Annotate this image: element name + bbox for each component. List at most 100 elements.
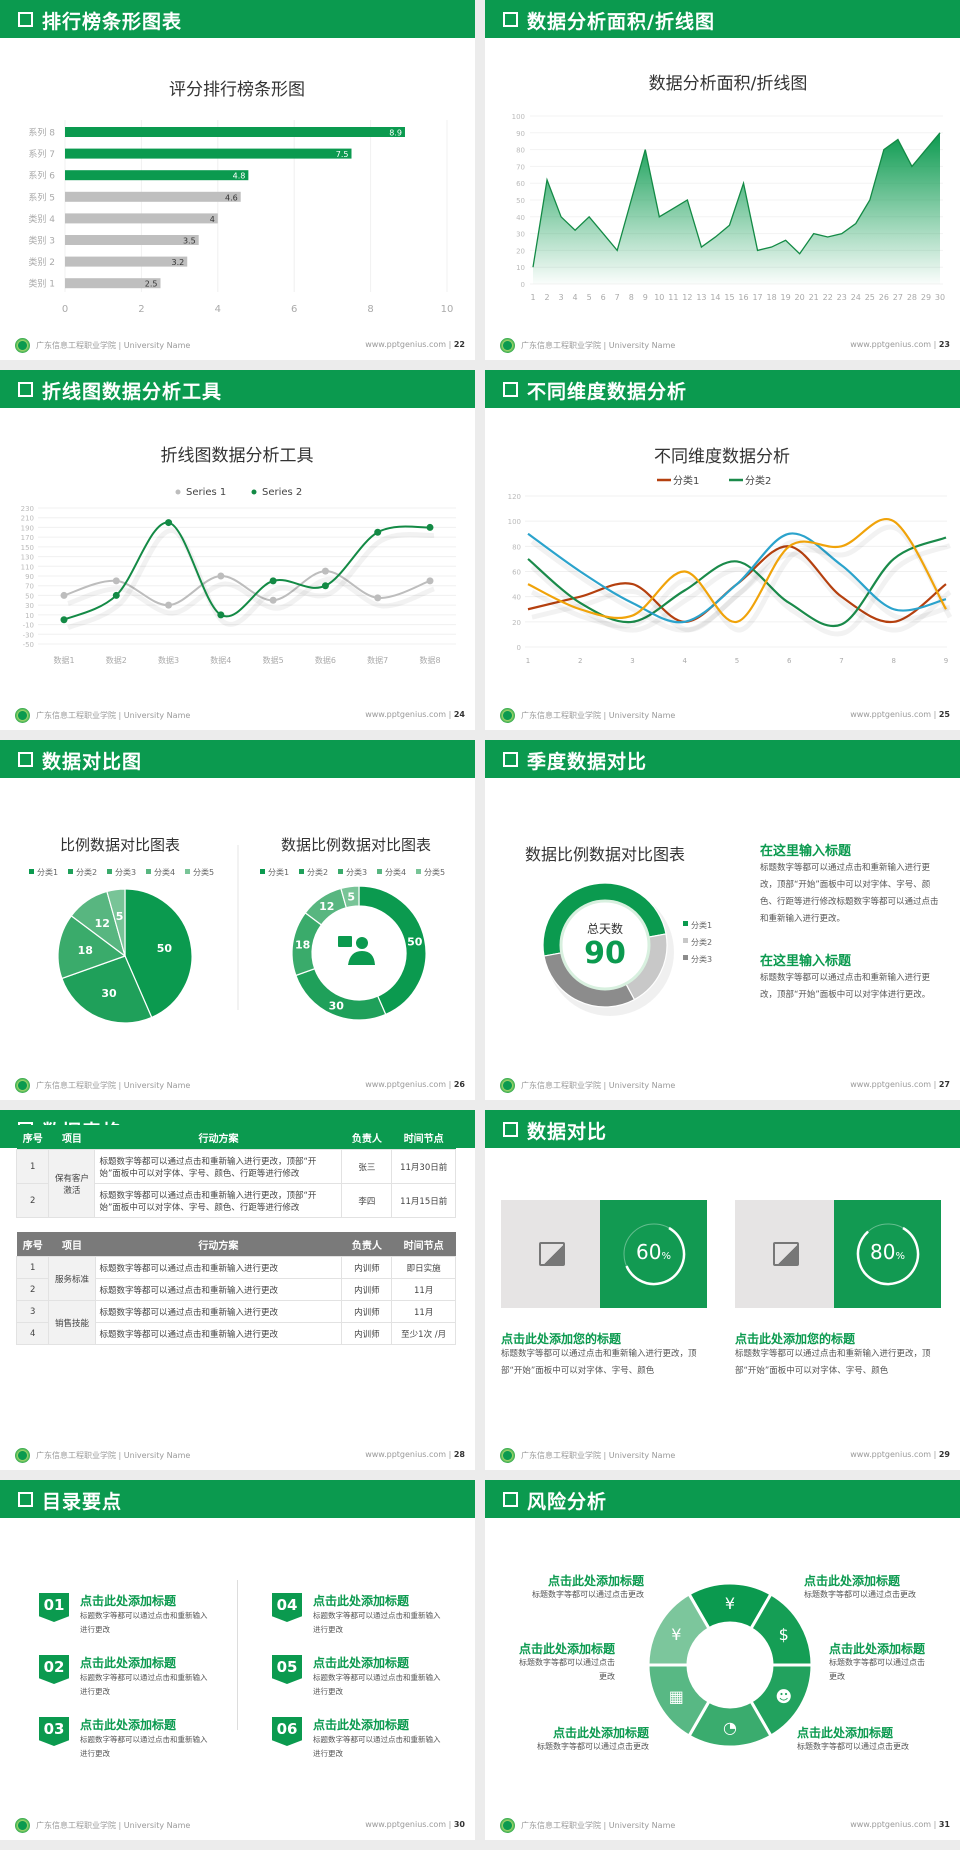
footer-sep: | bbox=[931, 1450, 939, 1459]
footer-site[interactable]: www.pptgenius.com bbox=[365, 710, 447, 719]
progress-ring bbox=[622, 1222, 686, 1286]
checkbox-square-icon bbox=[503, 1492, 518, 1507]
y-tick-label: 110 bbox=[21, 563, 34, 571]
checkbox-square-icon bbox=[18, 752, 33, 767]
progress-ring bbox=[856, 1222, 920, 1286]
cell-owner: 李四 bbox=[341, 1183, 393, 1218]
percent-value: 60 bbox=[636, 1240, 662, 1264]
divider bbox=[237, 1580, 238, 1730]
image-placeholder[interactable] bbox=[501, 1200, 600, 1308]
toc-heading[interactable]: 点击此处添加标题 bbox=[80, 1656, 177, 1670]
add-image-icon[interactable] bbox=[539, 1242, 565, 1266]
y-tick-label: -10 bbox=[23, 622, 34, 630]
footer-school: 广东信息工程职业学院 | University Name bbox=[521, 1451, 676, 1460]
risk-heading[interactable]: 点击此处添加标题 bbox=[518, 1642, 615, 1656]
slice-label: 5 bbox=[347, 891, 355, 904]
compare-text: 标题数字等都可以通过点击和重新输入进行更改，顶部“开始”面板中可以对字体、字号、… bbox=[501, 1349, 697, 1376]
pie-slice bbox=[57, 915, 127, 980]
y-tick-label: 50 bbox=[25, 592, 34, 600]
cell-plan: 标题数字等都可以通过点击和重新输入进行更改 bbox=[94, 1256, 343, 1279]
legend-label: 分类2 bbox=[307, 867, 328, 877]
cell-owner: 张三 bbox=[341, 1149, 393, 1184]
toc-text: 标题数字等都可以通过点击和重新输入进行更改 bbox=[80, 1735, 208, 1758]
x-tick-label: 数据1 bbox=[53, 655, 74, 665]
legend-swatch bbox=[683, 955, 688, 960]
toc-heading[interactable]: 点击此处添加标题 bbox=[313, 1718, 410, 1732]
risk-heading[interactable]: 点击此处添加标题 bbox=[804, 1574, 901, 1588]
footer-school: 广东信息工程职业学院 | University Name bbox=[521, 711, 676, 720]
risk-heading[interactable]: 点击此处添加标题 bbox=[797, 1726, 894, 1740]
y-tick-label: 10 bbox=[25, 612, 34, 620]
y-tick-label: 80 bbox=[512, 543, 521, 551]
footer-site[interactable]: www.pptgenius.com bbox=[365, 1450, 447, 1459]
footer-site[interactable]: www.pptgenius.com bbox=[850, 1450, 932, 1459]
page-number: 29 bbox=[938, 1450, 950, 1459]
footer-site[interactable]: www.pptgenius.com bbox=[365, 340, 447, 349]
footer-right: www.pptgenius.com | 29 bbox=[850, 1450, 950, 1459]
footer-sep: | bbox=[931, 340, 939, 349]
chart-title: 不同维度数据分析 bbox=[654, 447, 790, 467]
x-tick-label: 22 bbox=[823, 293, 833, 302]
series-shadow bbox=[530, 524, 953, 633]
x-tick-label: 8 bbox=[367, 304, 373, 315]
y-tick-label: 100 bbox=[512, 113, 525, 121]
page-number: 25 bbox=[938, 710, 950, 719]
risk-heading[interactable]: 点击此处添加标题 bbox=[547, 1574, 644, 1588]
line-chart: 不同维度数据分析 0 20 40 60 80 100 120 1 2 3 4 5 6 7 8 9 分类1 分类2 bbox=[508, 447, 953, 665]
category-label: 系列 7 bbox=[28, 148, 55, 160]
x-tick-label: 28 bbox=[907, 293, 917, 302]
series-line-2 bbox=[527, 536, 947, 627]
page-number: 23 bbox=[938, 340, 950, 349]
footer-school: 广东信息工程职业学院 | University Name bbox=[36, 1821, 191, 1830]
data-point bbox=[60, 616, 68, 624]
legend-swatch bbox=[377, 869, 382, 874]
x-tick-label: 15 bbox=[724, 293, 734, 302]
slice-label: 30 bbox=[329, 999, 345, 1012]
cell-deadline: 即日实施 bbox=[391, 1256, 456, 1279]
column-header: 时间节点 bbox=[403, 1133, 444, 1145]
bar bbox=[65, 170, 249, 181]
x-tick-label: 29 bbox=[921, 293, 931, 302]
compare-heading[interactable]: 点击此处添加您的标题 bbox=[501, 1332, 622, 1346]
area-line bbox=[532, 132, 941, 268]
slide-title: 数据对比图 bbox=[42, 751, 143, 773]
column-header: 时间节点 bbox=[403, 1240, 444, 1252]
risk-heading[interactable]: 点击此处添加标题 bbox=[829, 1642, 926, 1656]
block-text: 标题数字等都可以通过点击和重新输入进行更改，顶部“开始”面板中可以对字体、字号、… bbox=[760, 863, 939, 924]
chart-title: 数据分析面积/折线图 bbox=[649, 74, 808, 94]
consultant-icon bbox=[338, 936, 375, 965]
y-tick-label: 130 bbox=[21, 554, 34, 562]
footer-site[interactable]: www.pptgenius.com bbox=[365, 1080, 447, 1089]
y-tick-label: 90 bbox=[25, 573, 34, 581]
footer-site[interactable]: www.pptgenius.com bbox=[850, 340, 932, 349]
slide-header: 数据对比图 bbox=[0, 740, 475, 778]
ring-progress bbox=[856, 1222, 920, 1286]
data-point bbox=[217, 611, 225, 619]
data-label: 3.2 bbox=[172, 258, 185, 267]
users-icon: ☻ bbox=[775, 1687, 792, 1706]
y-tick-label: 30 bbox=[516, 231, 525, 239]
percent-unit: % bbox=[895, 1251, 905, 1262]
toc-heading[interactable]: 点击此处添加标题 bbox=[80, 1718, 177, 1732]
number-badge: 01 bbox=[39, 1593, 69, 1622]
cell-plan: 标题数字等都可以通过点击和重新输入进行更改 bbox=[94, 1322, 343, 1345]
page-number: 22 bbox=[453, 340, 465, 349]
toc-heading[interactable]: 点击此处添加标题 bbox=[313, 1594, 410, 1608]
risk-heading[interactable]: 点击此处添加标题 bbox=[552, 1726, 649, 1740]
image-placeholder[interactable] bbox=[735, 1200, 834, 1308]
footer-school: 广东信息工程职业学院 | University Name bbox=[521, 341, 676, 350]
compare-heading[interactable]: 点击此处添加您的标题 bbox=[735, 1332, 856, 1346]
add-image-icon[interactable] bbox=[773, 1242, 799, 1266]
slide-header: 折线图数据分析工具 bbox=[0, 370, 475, 408]
footer-right: www.pptgenius.com | 30 bbox=[365, 1820, 465, 1829]
toc-heading[interactable]: 点击此处添加标题 bbox=[80, 1594, 177, 1608]
footer-site[interactable]: www.pptgenius.com bbox=[850, 1080, 932, 1089]
footer-site[interactable]: www.pptgenius.com bbox=[850, 1820, 932, 1829]
toc-heading[interactable]: 点击此处添加标题 bbox=[313, 1656, 410, 1670]
footer-right: www.pptgenius.com | 26 bbox=[365, 1080, 465, 1089]
footer-site[interactable]: www.pptgenius.com bbox=[850, 710, 932, 719]
category-label: 系列 5 bbox=[28, 191, 55, 203]
footer-site[interactable]: www.pptgenius.com bbox=[365, 1820, 447, 1829]
